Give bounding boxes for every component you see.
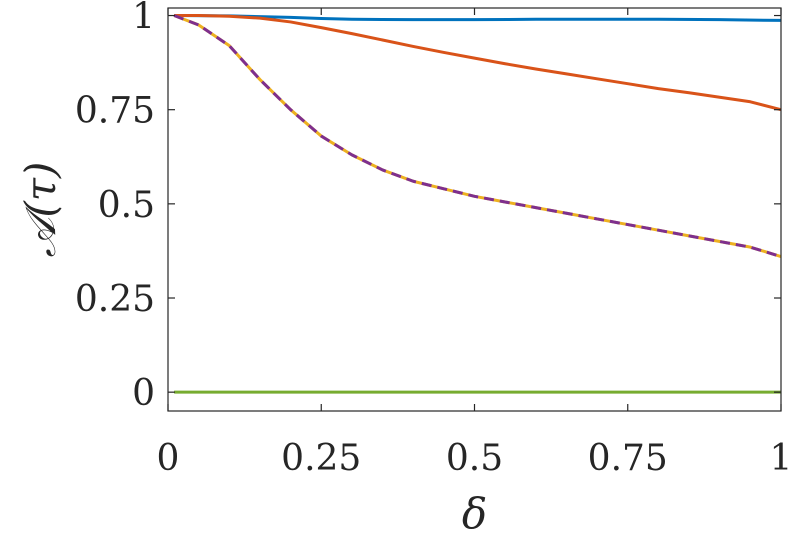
series-line-3	[173, 14, 782, 259]
y-tick-label: 0	[132, 373, 155, 414]
plot-lines	[173, 14, 782, 394]
x-tick-label: 1	[770, 438, 793, 479]
x-tick-label: 0.75	[588, 438, 668, 479]
y-axis-label: 𝒜(τ)	[16, 162, 65, 258]
x-axis-label: δ	[462, 489, 487, 536]
y-tick-label: 0.25	[75, 279, 155, 320]
x-tick-label: 0	[157, 438, 180, 479]
y-tick-label: 0.75	[75, 91, 155, 132]
y-tick-label: 0.5	[98, 185, 155, 226]
axes-box	[167, 7, 782, 412]
series-line-4	[173, 14, 782, 259]
series-line-1	[174, 14, 782, 22]
tick-labels: 0 0.25 0.5 0.75 1 0 0.25 0.5 0.75 1	[75, 0, 793, 479]
x-tick-label: 0.25	[281, 438, 361, 479]
x-tick-label: 0.5	[446, 438, 503, 479]
series-line-2	[174, 14, 782, 112]
ticks	[167, 8, 782, 411]
y-tick-label: 1	[132, 0, 155, 38]
